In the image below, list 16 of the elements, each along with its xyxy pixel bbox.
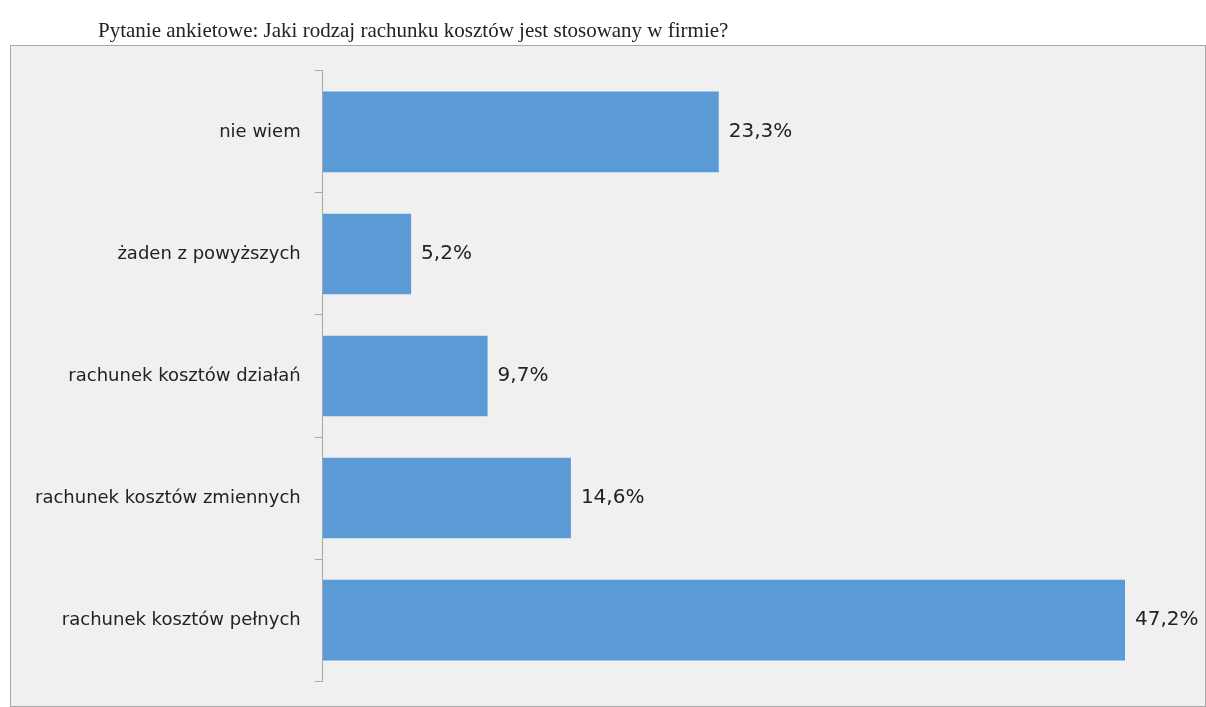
- y-tick-label: żaden z powyższych: [117, 241, 301, 263]
- y-tick-label: rachunek kosztów pełnych: [61, 607, 301, 629]
- bar: [322, 579, 1125, 661]
- bar: [322, 457, 571, 539]
- bar: [322, 213, 412, 295]
- y-tick-label: rachunek kosztów zmiennych: [34, 485, 301, 507]
- chart-title: Pytanie ankietowe: Jaki rodzaj rachunku kosztów jest stosowany w firmie?: [98, 18, 729, 43]
- data-label: 23,3%: [728, 118, 793, 143]
- bar: [322, 91, 719, 173]
- data-label: 47,2%: [1135, 606, 1199, 631]
- y-tick-label: nie wiem: [219, 119, 301, 141]
- data-label: 14,6%: [580, 484, 645, 509]
- data-label: 9,7%: [497, 362, 549, 387]
- data-label: 5,2%: [421, 240, 472, 265]
- bar: [322, 335, 488, 417]
- y-tick-label: rachunek kosztów działań: [68, 363, 301, 385]
